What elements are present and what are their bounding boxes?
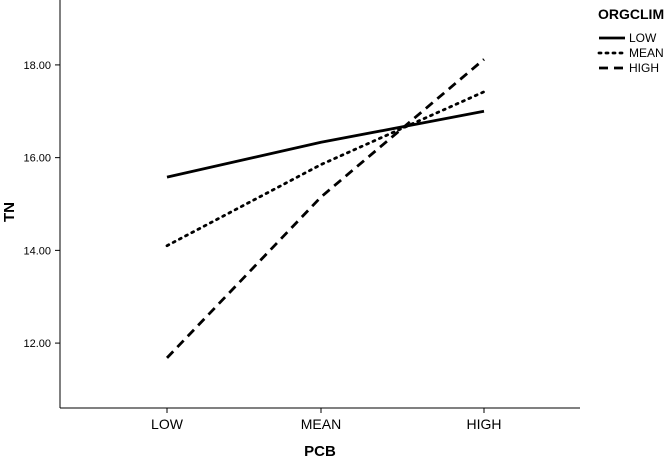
series-line-mean	[165, 90, 486, 248]
x-ticks: LOW MEAN HIGH	[151, 408, 502, 432]
x-tick-label: HIGH	[467, 416, 502, 432]
y-tick-label: 14.00	[23, 245, 51, 257]
series-lines	[165, 58, 486, 359]
y-tick-label: 16.00	[23, 153, 51, 165]
legend-label-mean: MEAN	[629, 46, 664, 60]
legend-title: ORGCLIM	[598, 6, 664, 22]
y-tick-label: 12.00	[23, 338, 51, 350]
series-line-high	[165, 58, 485, 359]
x-tick-label: LOW	[151, 416, 184, 432]
y-ticks: 12.00 14.00 16.00 18.00	[23, 60, 60, 350]
legend-label-high: HIGH	[629, 61, 659, 75]
legend-label-low: LOW	[629, 31, 657, 45]
x-tick-label: MEAN	[301, 416, 341, 432]
y-tick-label: 18.00	[23, 60, 51, 72]
axes	[59, 0, 580, 409]
x-axis-title: PCB	[304, 443, 336, 460]
y-axis-title: TN	[1, 202, 18, 222]
series-line-low	[166, 109, 485, 179]
